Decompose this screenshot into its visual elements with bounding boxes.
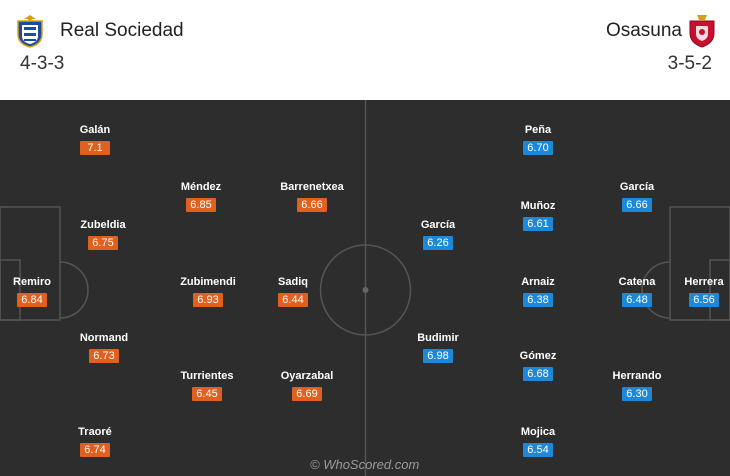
away-player-garcia-forward[interactable]: García 6.26: [393, 219, 483, 251]
player-rating: 6.68: [523, 367, 553, 381]
home-player-turrientes[interactable]: Turrientes 6.45: [162, 370, 252, 402]
home-player-traore[interactable]: Traoré 6.74: [50, 426, 140, 458]
away-team-name[interactable]: Osasuna: [605, 20, 682, 41]
real-sociedad-crest-icon: [17, 15, 43, 48]
home-player-zubeldia[interactable]: Zubeldia 6.75: [58, 219, 148, 251]
player-rating: 6.74: [80, 443, 110, 457]
player-rating: 6.61: [523, 217, 553, 231]
player-name: Herrera: [684, 276, 724, 288]
player-rating: 6.45: [192, 387, 222, 401]
player-name: Normand: [79, 332, 129, 344]
player-name: Galán: [79, 124, 111, 136]
away-player-gomez[interactable]: Gómez 6.68: [493, 350, 583, 382]
whoscored-watermark: © WhoScored.com: [310, 457, 420, 472]
player-rating: 6.48: [622, 293, 652, 307]
player-name: García: [619, 181, 655, 193]
player-rating: 6.75: [88, 236, 118, 250]
pitch: Galán 7.1 Zubeldia 6.75 Remiro 6.84 Norm…: [0, 100, 730, 476]
away-player-budimir[interactable]: Budimir 6.98: [393, 332, 483, 364]
away-player-herrando[interactable]: Herrando 6.30: [592, 370, 682, 402]
player-rating: 6.38: [523, 293, 553, 307]
player-name: Remiro: [13, 276, 51, 288]
player-rating: 6.84: [17, 293, 47, 307]
player-name: Budimir: [417, 332, 459, 344]
player-name: Barrenetxea: [280, 181, 344, 193]
home-player-oyarzabal[interactable]: Oyarzabal 6.69: [262, 370, 352, 402]
home-player-mendez[interactable]: Méndez 6.85: [156, 181, 246, 213]
home-player-sadiq[interactable]: Sadiq 6.44: [248, 276, 338, 308]
away-player-mojica[interactable]: Mojica 6.54: [493, 426, 583, 458]
away-player-catena[interactable]: Catena 6.48: [592, 276, 682, 308]
player-rating: 6.66: [622, 198, 652, 212]
player-rating: 7.1: [80, 141, 110, 155]
player-name: Catena: [618, 276, 656, 288]
player-rating: 6.73: [89, 349, 119, 363]
match-header: Real Sociedad 4-3-3 Osasuna 3-5-2: [0, 0, 730, 100]
pitch-markings: [0, 100, 730, 476]
player-name: Gómez: [519, 350, 557, 362]
player-name: Arnaiz: [521, 276, 555, 288]
player-name: Traoré: [78, 426, 112, 438]
osasuna-crest-icon: [689, 15, 715, 48]
player-name: Turrientes: [180, 370, 234, 382]
away-player-arnaiz[interactable]: Arnaiz 6.38: [493, 276, 583, 308]
player-name: García: [420, 219, 456, 231]
player-rating: 6.26: [423, 236, 453, 250]
player-name: Herrando: [612, 370, 662, 382]
home-player-zubimendi[interactable]: Zubimendi 6.93: [163, 276, 253, 308]
home-player-remiro[interactable]: Remiro 6.84: [0, 276, 77, 308]
player-name: Peña: [524, 124, 552, 136]
home-formation: 4-3-3: [20, 53, 65, 74]
player-rating: 6.85: [186, 198, 216, 212]
home-player-barrenetxea[interactable]: Barrenetxea 6.66: [267, 181, 357, 213]
away-player-munoz[interactable]: Muñoz 6.61: [493, 200, 583, 232]
player-name: Mojica: [520, 426, 556, 438]
home-player-normand[interactable]: Normand 6.73: [59, 332, 149, 364]
player-name: Muñoz: [520, 200, 556, 212]
player-rating: 6.69: [292, 387, 322, 401]
away-formation: 3-5-2: [667, 53, 712, 74]
player-name: Zubimendi: [180, 276, 236, 288]
player-rating: 6.54: [523, 443, 553, 457]
player-rating: 6.66: [297, 198, 327, 212]
player-name: Méndez: [180, 181, 222, 193]
away-player-pena[interactable]: Peña 6.70: [493, 124, 583, 156]
home-player-galan[interactable]: Galán 7.1: [50, 124, 140, 156]
away-player-garcia-defender[interactable]: García 6.66: [592, 181, 682, 213]
player-rating: 6.93: [193, 293, 223, 307]
player-name: Zubeldia: [80, 219, 126, 231]
player-name: Sadiq: [278, 276, 308, 288]
player-rating: 6.98: [423, 349, 453, 363]
home-team-name[interactable]: Real Sociedad: [60, 20, 184, 41]
player-rating: 6.56: [689, 293, 719, 307]
player-name: Oyarzabal: [280, 370, 334, 382]
player-rating: 6.30: [622, 387, 652, 401]
away-player-herrera[interactable]: Herrera 6.56: [659, 276, 730, 308]
player-rating: 6.44: [278, 293, 308, 307]
player-rating: 6.70: [523, 141, 553, 155]
